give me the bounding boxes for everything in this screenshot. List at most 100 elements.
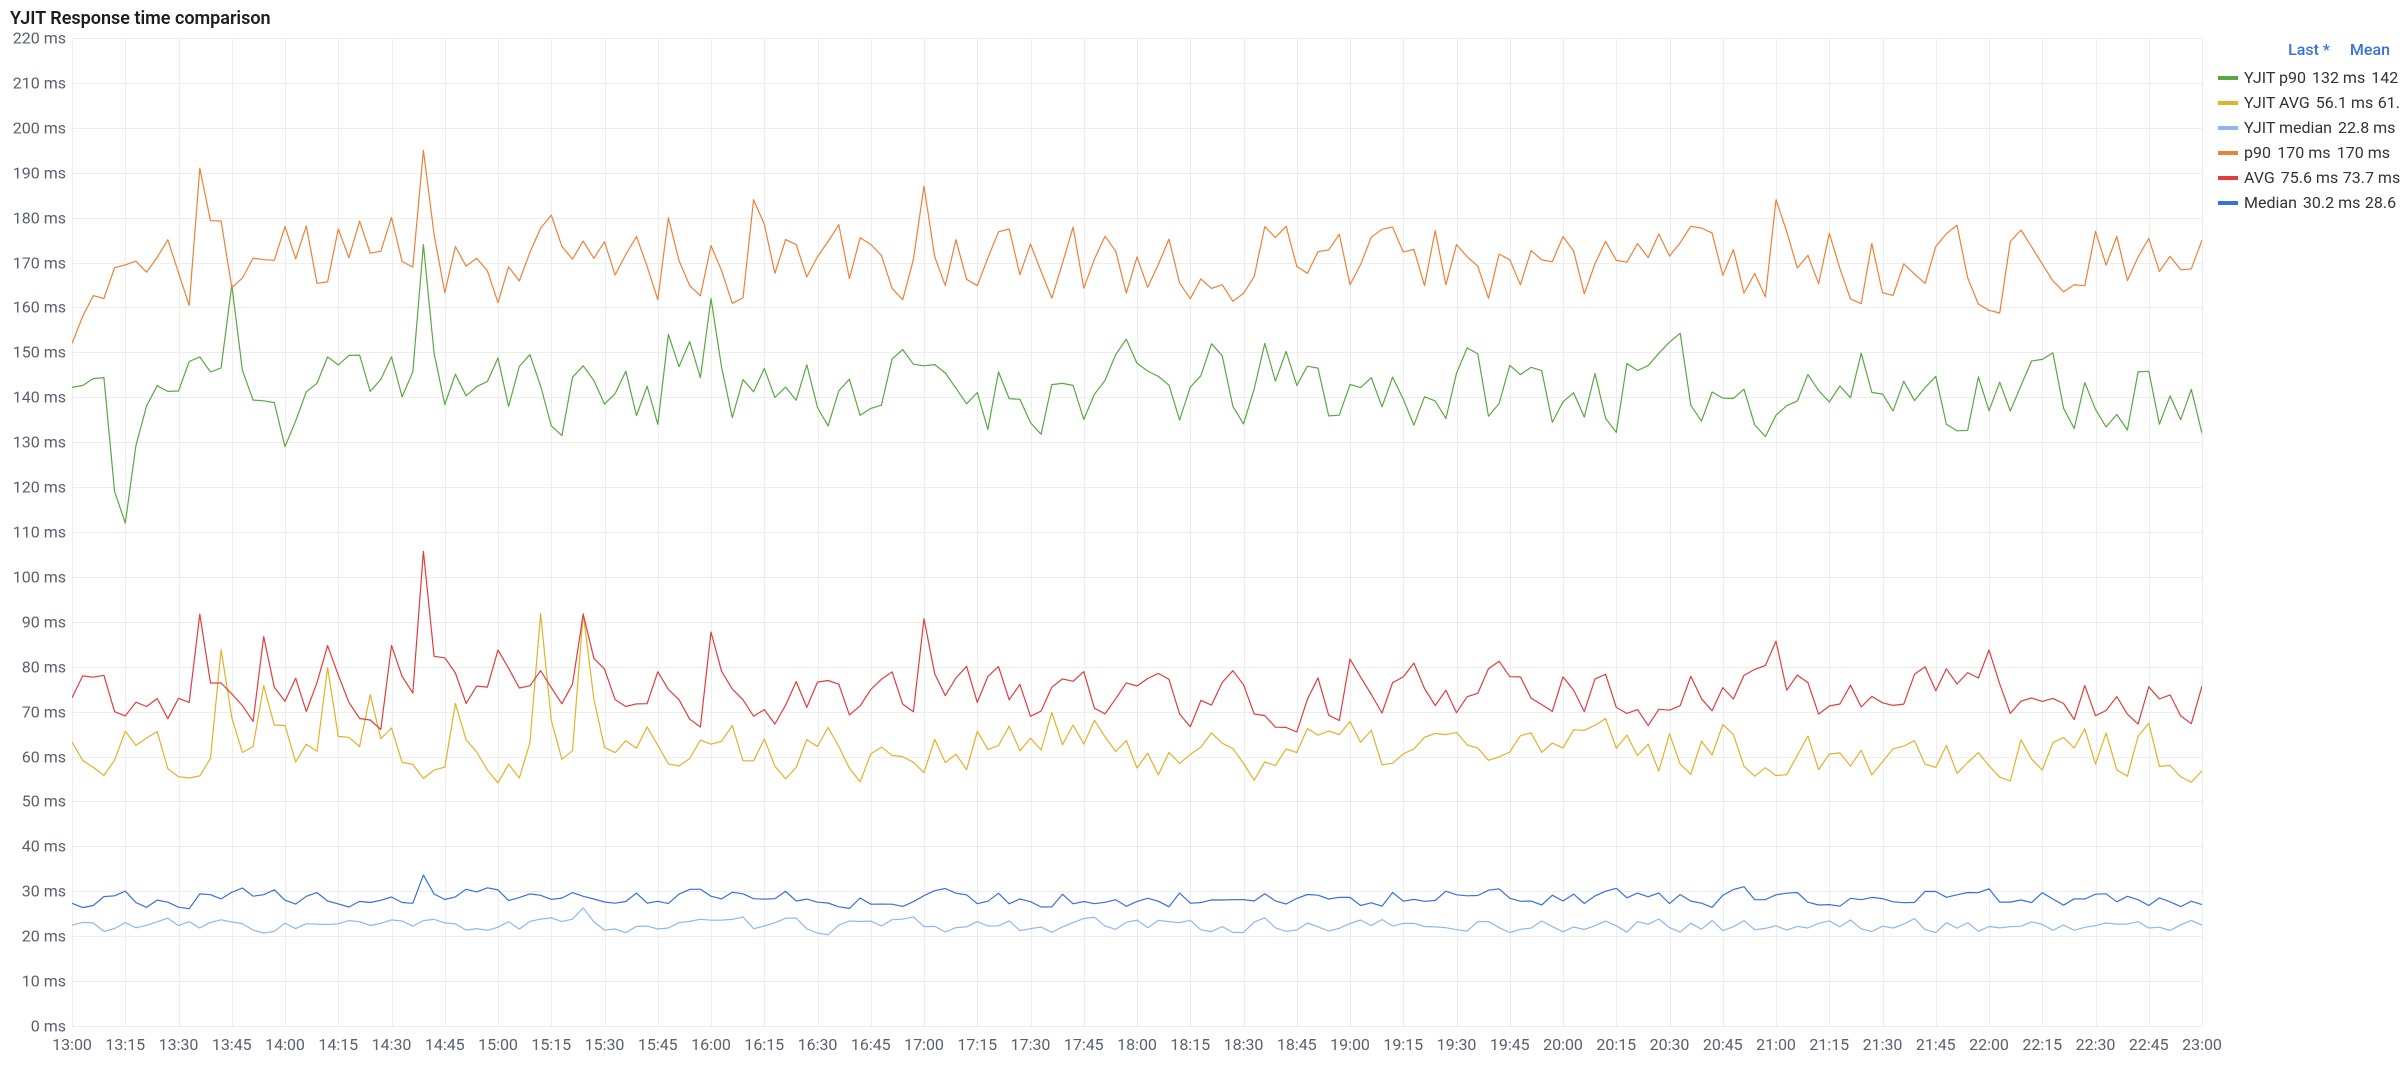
x-axis-tick-label: 21:15 — [1809, 1035, 1849, 1054]
legend-rows: YJIT p90132 ms142 msYJIT AVG56.1 ms61.8 … — [2218, 65, 2390, 215]
x-axis-tick-label: 21:30 — [1863, 1035, 1903, 1054]
x-axis-tick-label: 21:00 — [1756, 1035, 1796, 1054]
legend-header-last[interactable]: Last * — [2274, 40, 2330, 59]
legend-label: YJIT AVG — [2244, 93, 2310, 112]
series-line-yjit_median[interactable] — [72, 908, 2202, 935]
x-axis-tick-label: 16:15 — [744, 1035, 784, 1054]
x-axis-tick-label: 22:30 — [2076, 1035, 2116, 1054]
legend-item-yjit_median[interactable]: YJIT median22.8 ms22.3 ms — [2218, 115, 2390, 140]
x-axis-tick-label: 14:30 — [372, 1035, 412, 1054]
x-axis-tick-label: 17:30 — [1011, 1035, 1051, 1054]
legend-label: p90 — [2244, 143, 2271, 162]
series-line-yjit_avg[interactable] — [72, 614, 2202, 783]
x-axis-tick-label: 17:15 — [957, 1035, 997, 1054]
series-line-avg[interactable] — [72, 551, 2202, 732]
x-axis-tick-label: 14:00 — [265, 1035, 305, 1054]
x-axis-tick-label: 17:45 — [1064, 1035, 1104, 1054]
x-axis-tick-label: 22:45 — [2129, 1035, 2169, 1054]
series-line-p90[interactable] — [72, 150, 2202, 343]
x-axis-tick-label: 16:00 — [691, 1035, 731, 1054]
x-axis-tick-label: 22:15 — [2022, 1035, 2062, 1054]
y-axis-tick-label: 10 ms — [8, 972, 66, 991]
y-axis-tick-label: 30 ms — [8, 882, 66, 901]
panel-title: YJIT Response time comparison — [10, 8, 271, 29]
y-axis-tick-label: 130 ms — [8, 433, 66, 452]
y-axis-tick-label: 50 ms — [8, 792, 66, 811]
line-series-svg — [72, 38, 2202, 1026]
legend-item-yjit_avg[interactable]: YJIT AVG56.1 ms61.8 ms — [2218, 90, 2390, 115]
legend-item-yjit_p90[interactable]: YJIT p90132 ms142 ms — [2218, 65, 2390, 90]
legend-swatch — [2218, 176, 2238, 180]
x-axis-tick-label: 18:15 — [1170, 1035, 1210, 1054]
y-axis-tick-label: 160 ms — [8, 298, 66, 317]
legend-item-p90[interactable]: p90 170 ms 170 ms — [2218, 140, 2390, 165]
y-axis-tick-label: 100 ms — [8, 567, 66, 586]
x-axis-tick-label: 20:45 — [1703, 1035, 1743, 1054]
x-axis-tick-label: 14:45 — [425, 1035, 465, 1054]
x-axis-tick-label: 14:15 — [318, 1035, 358, 1054]
x-axis-tick-label: 15:00 — [478, 1035, 518, 1054]
y-axis-tick-label: 120 ms — [8, 478, 66, 497]
legend-swatch — [2218, 126, 2238, 130]
legend-swatch — [2218, 101, 2238, 105]
y-axis-tick-label: 150 ms — [8, 343, 66, 362]
legend-last-value: 56.1 ms — [2316, 93, 2372, 112]
legend-item-median[interactable]: Median30.2 ms28.6 ms — [2218, 190, 2390, 215]
y-axis-tick-label: 0 ms — [8, 1017, 66, 1036]
y-axis-tick-label: 60 ms — [8, 747, 66, 766]
chart-panel: YJIT Response time comparison 0 ms 10 ms 2… — [0, 0, 2400, 1070]
x-axis-tick-label: 20:30 — [1650, 1035, 1690, 1054]
x-axis-tick-label: 13:00 — [52, 1035, 92, 1054]
legend-label: AVG — [2244, 168, 2275, 187]
x-axis-tick-label: 19:45 — [1490, 1035, 1530, 1054]
x-axis-tick-label: 16:30 — [798, 1035, 838, 1054]
legend-label: YJIT p90 — [2244, 68, 2306, 87]
legend-label: Median — [2244, 193, 2297, 212]
legend: Last * Mean YJIT p90132 ms142 msYJIT AVG… — [2218, 38, 2390, 215]
legend-header-mean[interactable]: Mean — [2334, 40, 2390, 59]
legend-mean-value: 142 ms — [2371, 68, 2400, 87]
x-axis-tick-label: 13:15 — [105, 1035, 145, 1054]
y-axis-tick-label: 210 ms — [8, 73, 66, 92]
legend-last-value: 170 ms — [2277, 143, 2331, 162]
legend-mean-value: 61.8 ms — [2378, 93, 2400, 112]
x-axis-tick-label: 20:00 — [1543, 1035, 1583, 1054]
legend-mean-value: 73.7 ms — [2343, 168, 2399, 187]
grid-line-horizontal — [72, 1026, 2202, 1027]
y-axis-tick-label: 20 ms — [8, 927, 66, 946]
legend-last-value: 132 ms — [2312, 68, 2365, 87]
y-axis-tick-label: 110 ms — [8, 523, 66, 542]
x-axis-tick-label: 19:15 — [1383, 1035, 1423, 1054]
y-axis-tick-label: 190 ms — [8, 163, 66, 182]
legend-item-avg[interactable]: AVG75.6 ms73.7 ms — [2218, 165, 2390, 190]
y-axis-tick-label: 90 ms — [8, 612, 66, 631]
x-axis-tick-label: 13:45 — [212, 1035, 252, 1054]
x-axis-tick-label: 15:15 — [531, 1035, 571, 1054]
y-axis-tick-label: 40 ms — [8, 837, 66, 856]
x-axis-tick-label: 21:45 — [1916, 1035, 1956, 1054]
x-axis-tick-label: 18:45 — [1277, 1035, 1317, 1054]
series-line-yjit_p90[interactable] — [72, 245, 2202, 523]
x-axis-tick-label: 17:00 — [904, 1035, 944, 1054]
x-axis-tick-label: 15:30 — [585, 1035, 625, 1054]
y-axis-tick-label: 200 ms — [8, 118, 66, 137]
legend-last-value: 22.8 ms — [2338, 118, 2394, 137]
x-axis-tick-label: 13:30 — [159, 1035, 199, 1054]
x-axis-tick-label: 23:00 — [2182, 1035, 2222, 1054]
y-axis-tick-label: 80 ms — [8, 657, 66, 676]
legend-mean-value: 170 ms — [2336, 143, 2390, 162]
legend-label: YJIT median — [2244, 118, 2332, 137]
x-axis-tick-label: 18:00 — [1117, 1035, 1157, 1054]
series-line-median[interactable] — [72, 875, 2202, 909]
legend-swatch — [2218, 151, 2238, 155]
legend-last-value: 30.2 ms — [2303, 193, 2359, 212]
y-axis-tick-label: 220 ms — [8, 29, 66, 48]
x-axis-tick-label: 19:30 — [1437, 1035, 1477, 1054]
legend-mean-value: 28.6 ms — [2365, 193, 2400, 212]
grid-line-vertical — [2202, 38, 2203, 1026]
plot-area[interactable]: 13:0013:1513:3013:4514:0014:1514:3014:45… — [72, 38, 2202, 1026]
y-axis-tick-label: 180 ms — [8, 208, 66, 227]
y-axis-tick-label: 140 ms — [8, 388, 66, 407]
y-axis-tick-label: 170 ms — [8, 253, 66, 272]
x-axis-tick-label: 18:30 — [1224, 1035, 1264, 1054]
